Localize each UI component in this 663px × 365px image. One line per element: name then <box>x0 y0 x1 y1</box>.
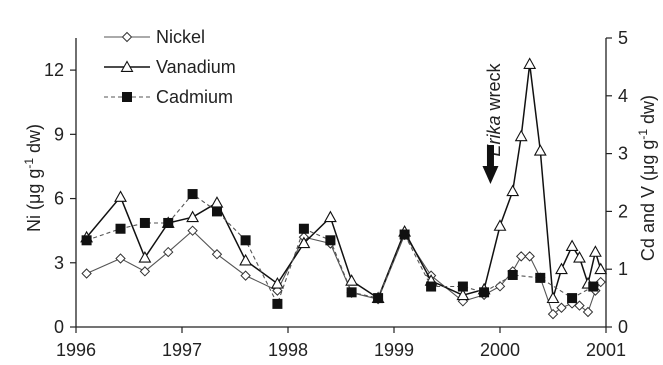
data-point-vanadium <box>297 236 311 249</box>
data-point-vanadium <box>594 262 608 275</box>
x-tick-label: 1998 <box>268 340 308 360</box>
data-point-nickel <box>547 308 559 320</box>
y-right-tick-label: 0 <box>618 317 628 337</box>
series-line-vanadium <box>86 63 602 300</box>
data-point-vanadium <box>186 210 200 223</box>
y-right-tick-label: 1 <box>618 259 628 279</box>
data-point-cadmium <box>298 223 309 234</box>
legend: Nickel Vanadium Cadmium <box>104 27 236 107</box>
data-point-cadmium <box>567 293 578 304</box>
y-left-tick-label: 0 <box>54 317 64 337</box>
data-point-nickel <box>582 306 594 318</box>
data-point-nickel <box>515 251 527 262</box>
y-right-tick-label: 2 <box>618 201 628 221</box>
legend-marker-cadmium <box>122 92 132 102</box>
data-point-vanadium <box>323 210 337 223</box>
x-tick-label: 1996 <box>56 340 96 360</box>
data-point-nickel <box>163 246 174 258</box>
data-point-nickel <box>81 268 92 279</box>
data-point-cadmium <box>163 217 174 228</box>
data-point-vanadium <box>506 184 520 197</box>
x-tick-label: 1999 <box>374 340 414 360</box>
legend-label-vanadium: Vanadium <box>156 57 236 77</box>
legend-label-nickel: Nickel <box>156 27 205 47</box>
data-point-vanadium <box>523 57 537 69</box>
data-point-vanadium <box>565 239 579 252</box>
y-left-tick-label: 3 <box>54 253 64 273</box>
legend-marker-vanadium <box>120 60 134 72</box>
data-point-cadmium <box>115 223 126 234</box>
data-point-nickel <box>240 270 251 281</box>
data-point-nickel <box>187 225 198 236</box>
data-point-nickel <box>115 253 126 264</box>
annotation-arrow <box>482 145 499 184</box>
data-point-vanadium <box>555 262 568 275</box>
data-point-cadmium <box>373 293 384 304</box>
arrow-shaft <box>486 145 494 167</box>
data-point-nickel <box>556 302 567 313</box>
series-line-cadmium <box>86 193 594 306</box>
data-point-vanadium <box>239 253 253 266</box>
data-point-cadmium <box>211 206 222 217</box>
data-point-cadmium <box>240 235 251 246</box>
data-point-cadmium <box>479 287 490 298</box>
data-point-vanadium <box>138 251 152 263</box>
y-right-tick-label: 5 <box>618 28 628 48</box>
y-left-tick-label: 6 <box>54 189 64 209</box>
annotation-erika-wreck: Erika wreck <box>484 62 504 156</box>
data-point-vanadium <box>546 291 560 304</box>
data-point-cadmium <box>139 217 150 228</box>
y-right-axis-label: Cd and V (μg g-1 dw) <box>636 95 658 261</box>
data-point-nickel <box>139 266 151 277</box>
data-point-vanadium <box>514 129 528 142</box>
data-point-cadmium <box>346 287 357 298</box>
y-right-tick-label: 3 <box>618 144 628 164</box>
y-left-tick-label: 9 <box>54 124 64 144</box>
legend-marker-nickel <box>121 31 133 43</box>
y-right-tick-label: 4 <box>618 86 628 106</box>
data-point-cadmium <box>426 281 437 292</box>
data-point-vanadium <box>270 277 284 289</box>
data-point-vanadium <box>210 196 224 208</box>
data-point-nickel <box>211 249 223 260</box>
data-point-cadmium <box>272 298 283 309</box>
data-point-vanadium <box>573 251 586 263</box>
data-point-nickel <box>595 276 606 288</box>
data-point-cadmium <box>187 189 198 200</box>
data-point-vanadium <box>345 274 359 286</box>
legend-label-cadmium: Cadmium <box>156 87 233 107</box>
x-tick-label: 2001 <box>586 340 626 360</box>
data-point-vanadium <box>114 190 127 202</box>
arrow-head <box>482 166 499 184</box>
data-point-cadmium <box>507 269 518 280</box>
data-point-cadmium <box>81 235 92 246</box>
x-tick-label: 2000 <box>480 340 520 360</box>
series-layer <box>80 57 608 320</box>
y-left-tick-label: 12 <box>44 60 64 80</box>
data-point-cadmium <box>535 272 546 283</box>
data-point-vanadium <box>456 288 470 301</box>
data-point-vanadium <box>588 245 602 257</box>
data-point-nickel <box>524 251 535 262</box>
data-point-vanadium <box>493 219 507 231</box>
y-left-axis-label: Ni (μg g-1 dw) <box>22 124 44 232</box>
x-tick-label: 1997 <box>162 340 202 360</box>
data-point-cadmium <box>588 281 599 292</box>
data-point-cadmium <box>325 235 336 246</box>
data-point-nickel <box>574 300 585 311</box>
data-point-cadmium <box>399 229 410 240</box>
data-point-cadmium <box>457 281 468 292</box>
data-point-vanadium <box>533 144 547 156</box>
